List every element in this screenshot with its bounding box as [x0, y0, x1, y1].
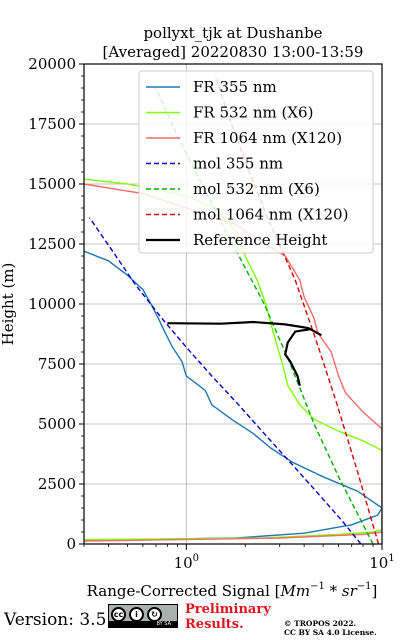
- y-tick-label: 0: [66, 535, 76, 553]
- version-label: Version: 3.5: [4, 610, 107, 630]
- y-axis-label: Height (m): [0, 263, 17, 346]
- y-tick-label: 17500: [28, 115, 76, 133]
- axis-layer: 0 2500 5000 7500 10000 12500 15000 17500 20000 10…: [28, 55, 394, 572]
- legend-label-mol-1064-nm-x120: mol 1064 nm (X120): [193, 206, 348, 224]
- y-tick-label: 15000: [28, 175, 76, 193]
- chart-subtitle: [Averaged] 20220830 13:00-13:59: [103, 43, 364, 61]
- cc-badge-label: BY SA: [109, 621, 177, 627]
- y-tick-label: 7500: [38, 355, 76, 373]
- series-reference-height: [167, 320, 322, 386]
- x-axis-label: Range-Corrected Signal [Mm−1 * sr−1]: [87, 581, 378, 600]
- y-tick-label: 10000: [28, 295, 76, 313]
- legend: FR 355 nm FR 532 nm (X6) FR 1064 nm (X120)…: [138, 70, 374, 254]
- cc-icon: cc: [111, 607, 126, 622]
- chart-title: pollyxt_tjk at Dushanbe: [143, 24, 322, 42]
- preliminary-results-note: Preliminary Results.: [185, 602, 271, 632]
- legend-label-fr-532-nm-x6: FR 532 nm (X6): [193, 104, 313, 122]
- y-tick-label: 5000: [38, 415, 76, 433]
- legend-label-mol-355-nm: mol 355 nm: [193, 155, 283, 173]
- y-tick-label: 20000: [28, 55, 76, 73]
- y-tick-label: 2500: [38, 475, 76, 493]
- attribution-icon: i: [129, 607, 144, 622]
- share-alike-icon: ↻: [147, 607, 162, 622]
- y-tick-label: 12500: [28, 235, 76, 253]
- cc-license-badge: cc i ↻ BY SA: [108, 604, 178, 628]
- legend-label-fr-1064-nm-x120: FR 1064 nm (X120): [193, 129, 342, 147]
- chart-figure: pollyxt_tjk at Dushanbe [Averaged] 20220…: [0, 24, 395, 600]
- legend-label-fr-355-nm: FR 355 nm: [193, 78, 277, 96]
- x-tick-label: 100: [174, 553, 199, 572]
- series-mol-355-nm: [88, 217, 362, 544]
- x-tick-label: 101: [369, 553, 394, 572]
- series-fr-355-nm: [84, 250, 382, 542]
- legend-label-reference-height: Reference Height: [193, 231, 327, 249]
- legend-label-mol-532-nm-x6: mol 532 nm (X6): [193, 180, 320, 198]
- copyright-notice: © TROPOS 2022. CC BY SA 4.0 License.: [284, 619, 377, 637]
- legend-box: [138, 70, 374, 254]
